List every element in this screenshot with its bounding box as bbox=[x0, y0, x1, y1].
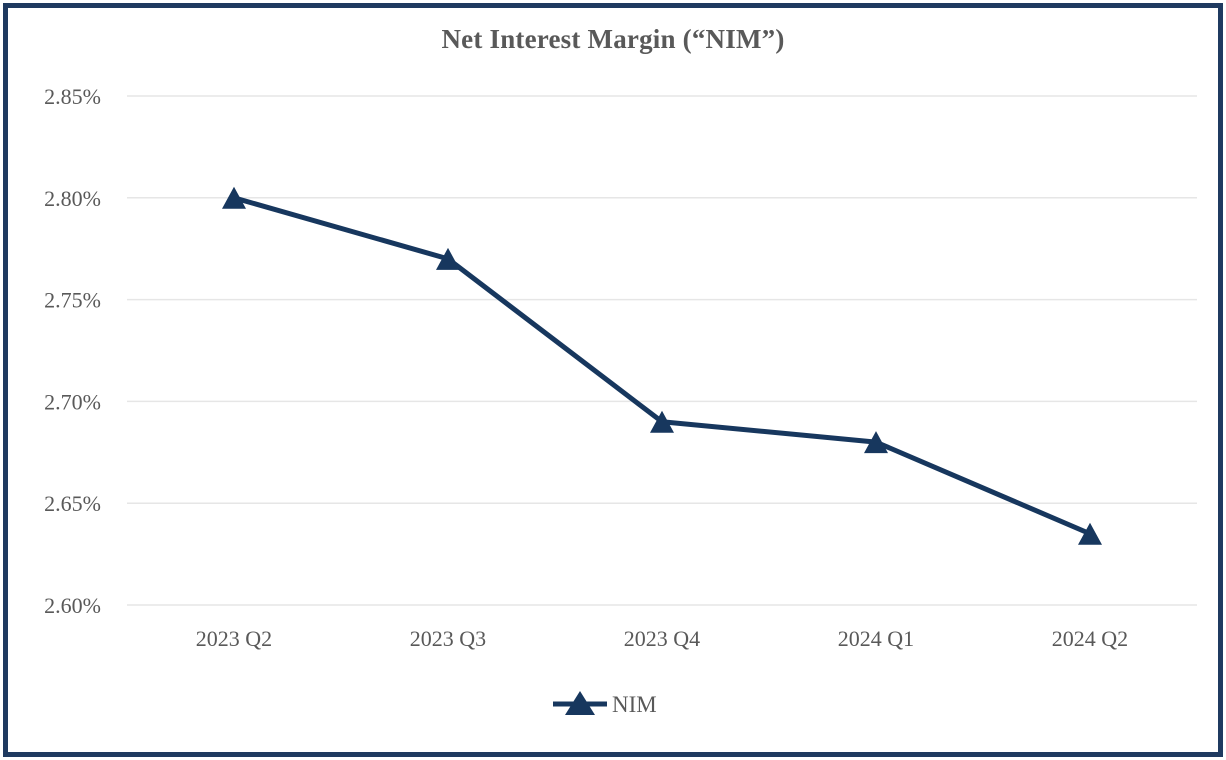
y-tick-label: 2.60% bbox=[44, 593, 101, 618]
x-tick-label: 2024 Q2 bbox=[1052, 626, 1128, 651]
data-point-marker bbox=[222, 186, 246, 209]
data-point-marker bbox=[1078, 522, 1102, 545]
data-point-marker bbox=[436, 247, 460, 270]
x-tick-label: 2023 Q3 bbox=[410, 626, 486, 651]
nim-series-line bbox=[233, 195, 1091, 537]
chart-title: Net Interest Margin (“NIM”) bbox=[441, 24, 785, 54]
x-tick-label: 2023 Q2 bbox=[196, 626, 272, 651]
x-tick-label: 2023 Q4 bbox=[624, 626, 700, 651]
data-point-marker bbox=[864, 431, 888, 454]
y-tick-label: 2.85% bbox=[44, 84, 101, 109]
y-tick-label: 2.75% bbox=[44, 288, 101, 313]
legend-triangle-icon bbox=[565, 691, 595, 715]
data-point-marker bbox=[650, 410, 674, 433]
y-tick-label: 2.70% bbox=[44, 389, 101, 414]
x-tick-label: 2024 Q1 bbox=[838, 626, 914, 651]
legend-label: NIM bbox=[612, 692, 657, 717]
y-tick-label: 2.80% bbox=[44, 186, 101, 211]
y-tick-label: 2.65% bbox=[44, 491, 101, 516]
